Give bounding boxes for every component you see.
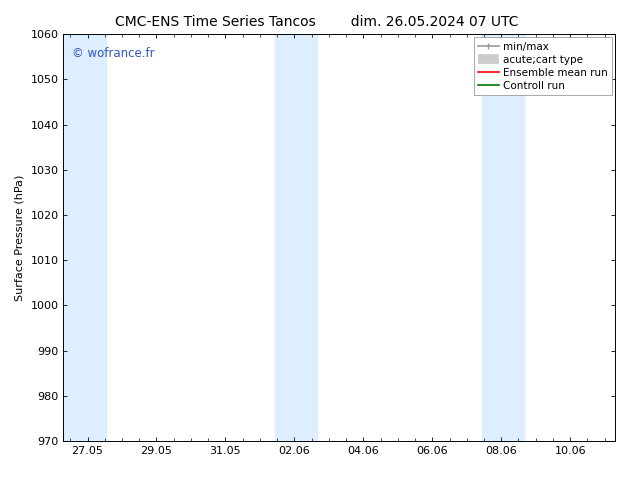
Bar — [63, 34, 107, 441]
Legend: min/max, acute;cart type, Ensemble mean run, Controll run: min/max, acute;cart type, Ensemble mean … — [474, 37, 612, 95]
Y-axis label: Surface Pressure (hPa): Surface Pressure (hPa) — [15, 174, 25, 301]
Bar — [482, 34, 524, 441]
Text: © wofrance.fr: © wofrance.fr — [72, 47, 154, 59]
Text: CMC-ENS Time Series Tancos        dim. 26.05.2024 07 UTC: CMC-ENS Time Series Tancos dim. 26.05.20… — [115, 15, 519, 29]
Bar — [275, 34, 317, 441]
